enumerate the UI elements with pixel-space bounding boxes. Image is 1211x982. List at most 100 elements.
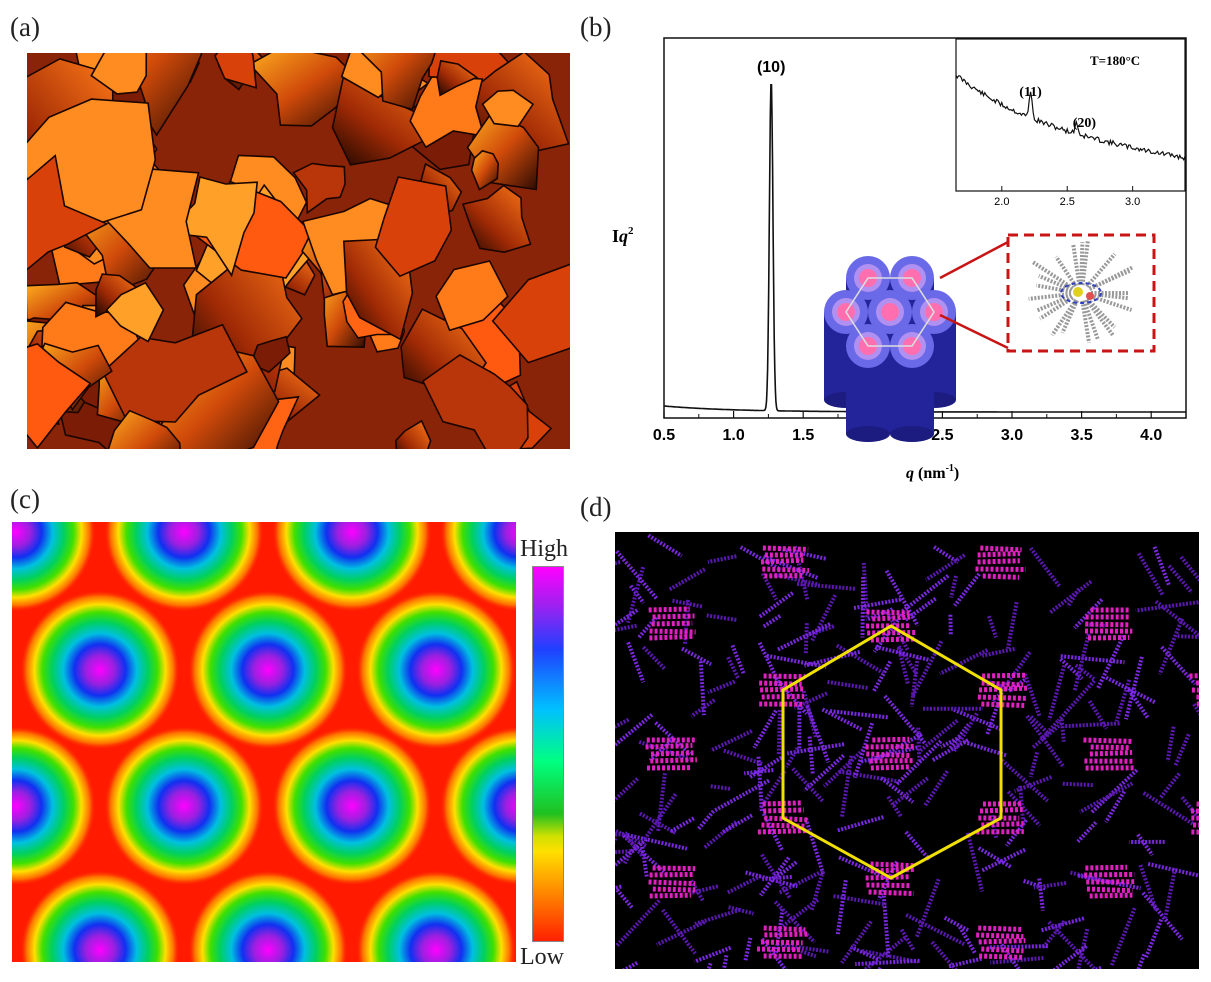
alkyl-chain (901, 574, 950, 613)
panel-d-label: (d) (580, 492, 612, 522)
aromatic-core (978, 925, 1022, 932)
alkyl-chain (656, 773, 667, 833)
alkyl-chain (757, 641, 784, 690)
inset-scattering-curve (955, 75, 1186, 161)
alkyl-chain (948, 956, 983, 969)
alkyl-chain (647, 533, 683, 558)
alkyl-chain (1090, 768, 1139, 814)
aromatic-core (650, 750, 694, 757)
y-axis-label: Iq2 (612, 225, 634, 246)
aromatic-core (763, 925, 806, 933)
aromatic-core (979, 953, 1023, 960)
alkyl-chain (615, 884, 622, 891)
scale-high-label: High (520, 536, 568, 562)
x-tick-label: 4.0 (1140, 427, 1162, 444)
density-column (12, 726, 96, 886)
alkyl-chain (615, 608, 639, 627)
alkyl-chain (1162, 868, 1178, 921)
density-column (20, 590, 180, 750)
alkyl-chain (805, 705, 831, 764)
alkyl-chain (1180, 795, 1199, 821)
alkyl-chain (1062, 781, 1094, 788)
aromatic-core (980, 545, 1022, 553)
alkyl-chain (706, 613, 737, 622)
alkyl-chain (1136, 833, 1155, 857)
alkyl-chain (803, 623, 809, 655)
alkyl-chain (1152, 546, 1171, 587)
alkyl-chain (1147, 861, 1199, 878)
alkyl-chain (1029, 715, 1051, 736)
alkyl-chain (615, 717, 630, 729)
alkyl-chain (1064, 721, 1120, 729)
alkyl-chain (693, 945, 732, 964)
alkyl-chain (1059, 719, 1066, 742)
aromatic-core (870, 861, 915, 869)
alkyl-chain (1104, 790, 1127, 824)
alkyl-chain (721, 813, 753, 835)
aromatic-core (651, 620, 693, 627)
alkyl-chain (773, 908, 785, 955)
alkyl-chain (615, 837, 648, 868)
md-simulation-snapshot (615, 532, 1199, 969)
alkyl-chain (648, 736, 676, 762)
alkyl-chain (871, 660, 893, 693)
saxs-chart: 0.5 1.0 1.5 2.0 2.5 3.0 3.5 4.0 (10) Iq2 q (nm-… (610, 30, 1210, 490)
alkyl-chain (1060, 299, 1079, 334)
alkyl-chain (1088, 265, 1134, 291)
density-column (20, 870, 180, 962)
alkyl-chain (1078, 781, 1134, 814)
alkyl-chain (980, 847, 1026, 873)
alkyl-chain (965, 832, 985, 893)
alkyl-chain (802, 753, 845, 793)
density-column (188, 870, 348, 962)
alkyl-chain (689, 884, 719, 896)
aromatic-core (872, 614, 910, 622)
aromatic-core (649, 871, 695, 878)
aromatic-core (652, 613, 695, 620)
aromatic-core (981, 946, 1024, 954)
texture-domain (436, 59, 479, 97)
aromatic-core (1196, 694, 1199, 700)
density-column (356, 870, 516, 962)
alkyl-chain (1109, 907, 1137, 967)
alkyl-chain (1084, 298, 1115, 337)
scale-low-label: Low (520, 944, 564, 970)
aromatic-core (760, 939, 803, 946)
alkyl-chain (1105, 675, 1157, 705)
alkyl-chain (745, 870, 798, 889)
x-tick-label: 2.5 (931, 427, 953, 444)
density-column (440, 522, 516, 612)
aromatic-core (648, 879, 696, 887)
alkyl-chain (803, 649, 861, 668)
alkyl-chain (615, 829, 648, 849)
alkyl-chain (1042, 919, 1066, 949)
density-column (272, 726, 432, 886)
aromatic-core (977, 558, 1020, 565)
alkyl-chain (796, 581, 857, 591)
alkyl-chain (641, 645, 667, 671)
aromatic-core (978, 685, 1028, 693)
alkyl-chain (904, 597, 937, 622)
alkyl-chain (1059, 657, 1084, 681)
alkyl-chain (1028, 292, 1072, 301)
alkyl-chain (886, 795, 904, 819)
alkyl-chain (804, 818, 826, 877)
density-column (104, 522, 264, 612)
alkyl-chain (874, 644, 930, 662)
alkyl-chain (1025, 714, 1066, 769)
alkyl-chain (1086, 297, 1117, 329)
alkyl-chain (939, 648, 989, 676)
alkyl-chain (615, 899, 661, 947)
aromatic-core (764, 572, 803, 579)
aromatic-core (866, 882, 911, 889)
alkyl-chain (694, 907, 741, 926)
alkyl-chain (1143, 918, 1164, 960)
aromatic-core (865, 743, 916, 750)
aromatic-core (866, 609, 910, 616)
aromatic-core (976, 932, 1024, 940)
texture-domain (292, 162, 346, 215)
alkyl-chain (1160, 645, 1197, 686)
alkyl-chain (778, 871, 820, 895)
alkyl-chain (990, 956, 1044, 965)
alkyl-chain (760, 853, 792, 900)
